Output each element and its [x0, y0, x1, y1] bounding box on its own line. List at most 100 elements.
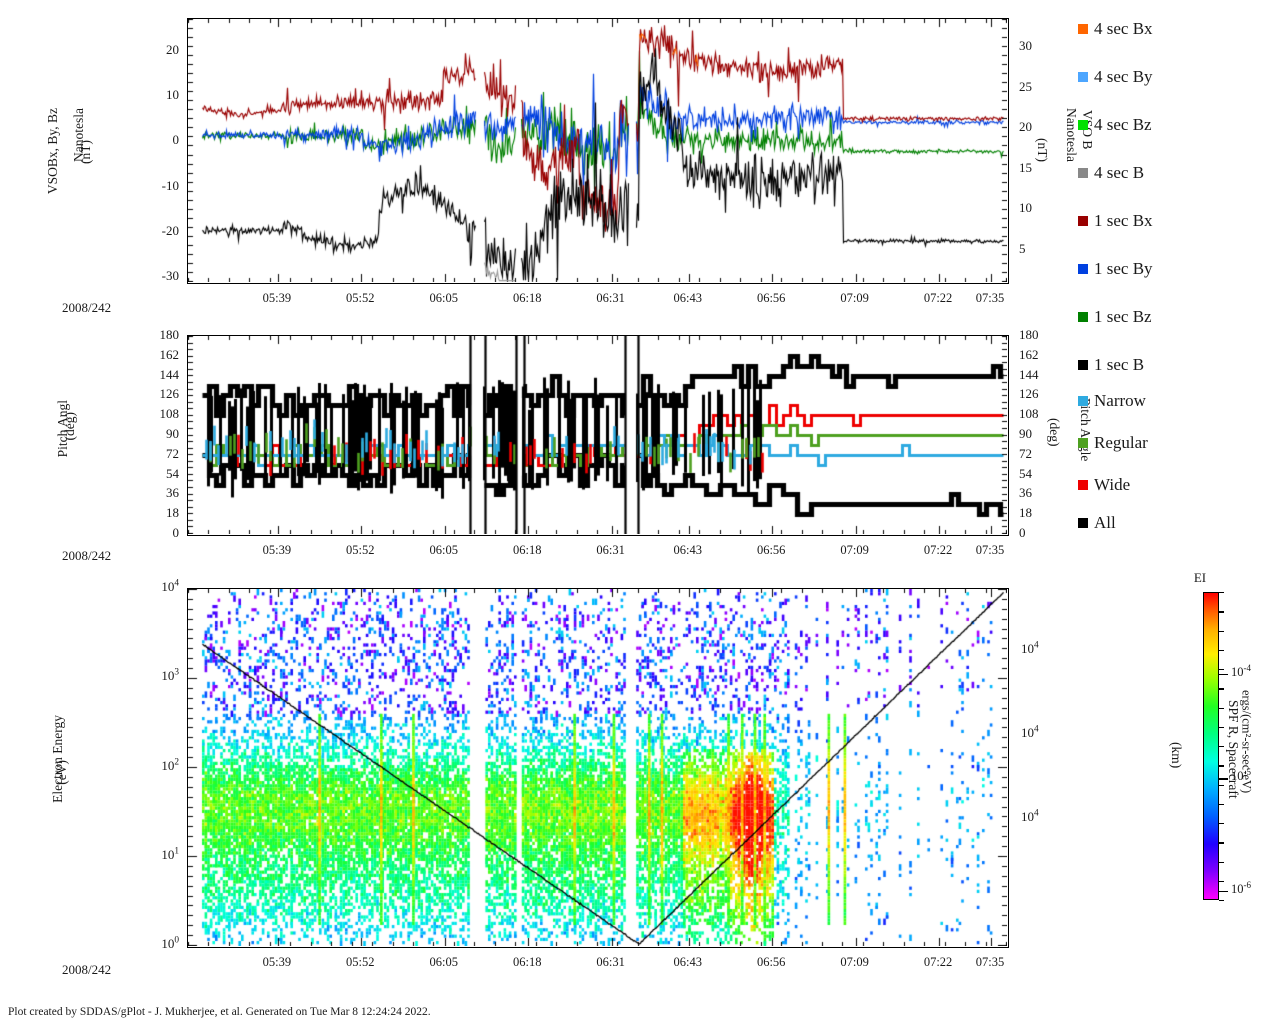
x-tick-label: 06:05 [429, 955, 458, 969]
legend-item[interactable]: 4 sec Bx [1078, 20, 1153, 37]
panel3-ylabel-right-units-text: (km) [1168, 742, 1184, 769]
legend-item-label: Narrow [1094, 391, 1146, 410]
panel2-date-label: 2008/242 [62, 548, 112, 563]
panel3-ytick-left: 101 [161, 846, 179, 862]
legend-item[interactable]: Regular [1078, 434, 1148, 451]
panel2-ytick-right: 18 [1019, 505, 1032, 521]
colorbar-minor-tick [1219, 611, 1224, 613]
panel-electron-spectrogram [187, 588, 1009, 948]
panel1-ytick-right: 20 [1019, 119, 1032, 135]
panel2-ylabel-left-units: (deg) [40, 412, 100, 444]
colorbar-minor-tick [1219, 784, 1224, 786]
panel1-ylabel-right-2: Nanotesla [1026, 108, 1116, 166]
panel2-ylabel-right-units-text: (deg) [1046, 418, 1062, 447]
x-tick-label: 06:56 [756, 955, 786, 969]
panel1-ylabel-left-units: (nT) [56, 140, 116, 168]
colorbar-minor-tick [1219, 688, 1224, 690]
panel3-ytick-right: 104 [1021, 808, 1039, 825]
legend-color-swatch [1078, 437, 1088, 448]
legend-item-label: Wide [1094, 475, 1131, 494]
x-tick-label: 06:43 [673, 955, 702, 969]
legend-item-label: 1 sec Bz [1094, 307, 1152, 326]
legend-item[interactable]: 4 sec By [1078, 68, 1153, 85]
panel1-ylabel-right-units: (nT) [1012, 138, 1072, 166]
legend-color-swatch [1078, 119, 1088, 130]
panel-pitch-angle [187, 335, 1009, 536]
legend-item-label: 1 sec By [1094, 259, 1153, 278]
colorbar-units: ergs/(cm²-sr-sec-eV) [1236, 690, 1256, 797]
x-tick-label: 07:09 [840, 291, 869, 305]
x-tick-label: 07:09 [840, 543, 869, 557]
x-tick-label: 06:18 [513, 543, 542, 557]
x-tick-label: 06:18 [513, 291, 542, 305]
panel1-ylabel-right-2-text: Nanotesla [1063, 108, 1079, 162]
legend-item[interactable]: All [1078, 514, 1116, 531]
colorbar-minor-tick [1219, 765, 1224, 767]
x-tick-label: 05:39 [262, 543, 292, 557]
x-tick-label: 05:52 [346, 955, 375, 969]
panel2-ytick-left: 180 [159, 327, 180, 342]
legend-item-label: 1 sec Bx [1094, 211, 1153, 230]
panel1-ytick-right: 30 [1019, 38, 1032, 54]
panel1-ytick-right: 15 [1019, 159, 1032, 175]
x-tick-label: 07:22 [923, 955, 953, 969]
x-tick-label: 07:35 [975, 291, 1005, 305]
x-tick-label: 06:31 [596, 291, 625, 305]
panel3-ylabel-right: SPF R, Spacecraft [1178, 700, 1280, 802]
x-tick-label: 06:05 [429, 543, 458, 557]
legend-item[interactable]: 1 sec Bz [1078, 308, 1152, 325]
panel2-ytick-right: 144 [1019, 366, 1039, 382]
panel1-ytick-right: 5 [1019, 240, 1026, 256]
panel3-ylabel-left-units-text: (eV) [54, 760, 70, 785]
panel3-ytick-left: 103 [161, 667, 179, 684]
legend-item[interactable]: Wide [1078, 476, 1130, 493]
colorbar-minor-tick [1219, 861, 1224, 863]
colorbar-minor-tick [1219, 880, 1224, 883]
x-tick-label: 07:35 [975, 543, 1005, 557]
x-tick-label: 07:22 [923, 291, 953, 305]
panel2-ytick-right: 126 [1019, 386, 1039, 402]
panel2-ytick-right: 54 [1019, 465, 1032, 481]
legend-color-swatch [1078, 23, 1088, 34]
legend-item-label: 4 sec Bz [1094, 115, 1152, 134]
x-tick-label: 06:18 [513, 955, 542, 969]
colorbar-tick-label: 10-5 [1231, 767, 1251, 784]
colorbar [1203, 592, 1219, 900]
legend-item[interactable]: 1 sec B [1078, 356, 1144, 373]
legend-color-swatch [1078, 479, 1088, 490]
legend-item[interactable]: Narrow [1078, 392, 1146, 409]
legend-item[interactable]: 1 sec Bx [1078, 212, 1153, 229]
colorbar-title: EI [1193, 570, 1207, 585]
x-tick-label: 06:43 [673, 543, 702, 557]
legend-item[interactable]: 1 sec By [1078, 260, 1153, 277]
panel-magnetic-field [187, 18, 1009, 284]
x-tick-label: 05:39 [262, 955, 292, 969]
colorbar-minor-tick [1219, 803, 1224, 806]
panel1-ylabel-left-units-text: (nT) [78, 140, 94, 164]
legend-item-label: 4 sec B [1094, 163, 1145, 182]
panel2-ytick-right: 0 [1019, 525, 1026, 540]
panel3-ylabel-left-units: (eV) [32, 760, 92, 788]
panel1-date-label: 2008/242 [62, 300, 112, 315]
panel2-ytick-left: 90 [166, 426, 179, 441]
panel3-ytick-left: 100 [161, 935, 179, 951]
panel2-ytick-right: 162 [1019, 346, 1039, 362]
panel2-ytick-right: 72 [1019, 445, 1032, 461]
x-tick-label: 05:52 [346, 291, 375, 305]
panel2-ytick-left: 72 [166, 445, 179, 461]
panel1-ylabel-right-units-text: (nT) [1034, 138, 1050, 162]
legend-color-swatch [1078, 215, 1088, 226]
colorbar-major-tick [1219, 778, 1228, 780]
legend-item[interactable]: 4 sec Bz [1078, 116, 1152, 133]
colorbar-minor-tick [1219, 630, 1224, 632]
legend: 4 sec Bx 4 sec By 4 sec Bz 4 sec B 1 sec Bx 1… [1072, 10, 1272, 531]
legend-item[interactable]: 4 sec B [1078, 164, 1144, 181]
panel1-ytick-right: 10 [1019, 200, 1032, 216]
panel3-ylabel-right-units: (km) [1146, 742, 1206, 772]
legend-color-swatch [1078, 359, 1088, 370]
panel2-ytick-left: 108 [159, 406, 180, 422]
panel3-ylabel-left-text: Electron Energy [50, 715, 66, 803]
panel2-ylabel-left-units-text: (deg) [62, 412, 78, 441]
legend-item-label: All [1094, 513, 1116, 532]
